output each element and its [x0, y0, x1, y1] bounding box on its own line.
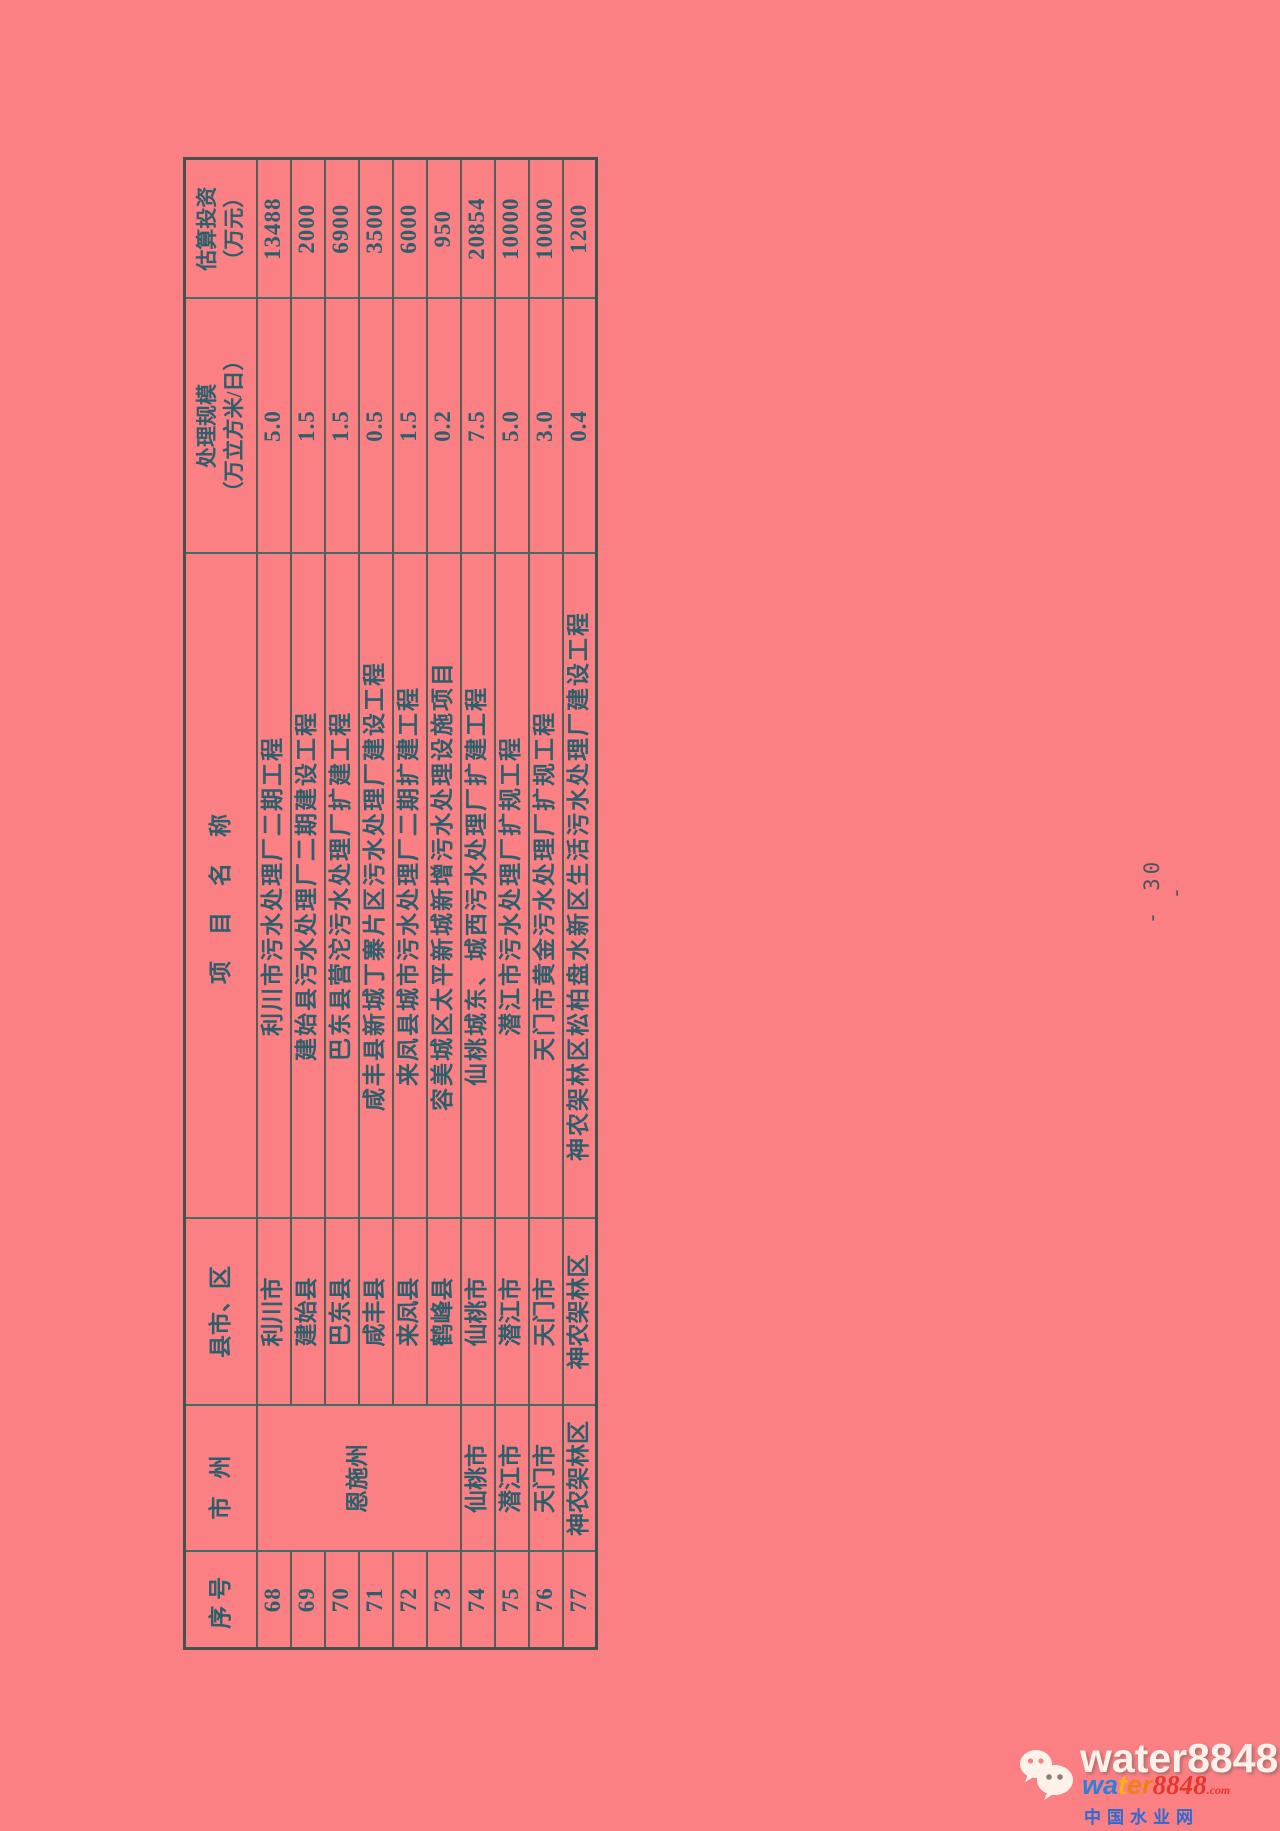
cell-county: 利川市 [256, 1218, 291, 1406]
cell-county: 潜江市 [494, 1218, 529, 1406]
cell-scale: 5.0 [494, 298, 529, 554]
cell-seq: 68 [256, 1551, 291, 1649]
header-invest: 估算投资 （万元） [184, 158, 257, 299]
watermark-logo-segment: 8848 [1152, 1770, 1207, 1800]
header-project: 项目名称 [184, 553, 257, 1219]
watermark-logo: water8848.com [1082, 1772, 1280, 1799]
cell-invest: 10000 [494, 158, 529, 299]
cell-county: 建始县 [290, 1218, 325, 1406]
header-prefecture: 市州 [184, 1405, 257, 1552]
cell-seq: 76 [528, 1551, 563, 1649]
header-invest-line1: 估算投资 [195, 186, 220, 271]
page-number: - 30 - [1140, 857, 1188, 925]
cell-seq: 72 [392, 1551, 427, 1649]
cell-county: 来凤县 [392, 1218, 427, 1406]
rotated-table-container: 序号 市州 县市、区 项目名称 处理规模 （万立方米/日） 估算投资 （万元） … [183, 157, 598, 1650]
cell-scale: 0.2 [426, 298, 461, 554]
watermark-site-name: 中国水业网 [1084, 1808, 1199, 1827]
table-row: 77 神农架林区 神农架林区 神农架林区松柏盘水新区生活污水处理厂建设工程 0.4 120… [562, 158, 597, 1649]
cell-invest: 3500 [358, 158, 393, 299]
cell-prefecture: 潜江市 [494, 1405, 529, 1552]
watermark-wechat-name: water8848 [1080, 1735, 1279, 1781]
cell-county: 天门市 [528, 1218, 563, 1406]
cell-seq: 77 [562, 1551, 597, 1649]
cell-invest: 950 [426, 158, 461, 299]
cell-invest: 6900 [324, 158, 359, 299]
cell-prefecture: 神农架林区 [562, 1405, 597, 1552]
cell-county: 神农架林区 [562, 1218, 597, 1406]
cell-scale: 3.0 [528, 298, 563, 554]
watermark: water8848 water8848.com 中国水业网 [1010, 1735, 1280, 1831]
cell-scale: 1.5 [392, 298, 427, 554]
cell-invest: 10000 [528, 158, 563, 299]
cell-invest: 20854 [460, 158, 495, 299]
header-scale-line2: （万立方米/日） [221, 349, 246, 503]
wechat-icon [1018, 1747, 1076, 1808]
table-row: 75 潜江市 潜江市 潜江市污水处理厂扩规工程 5.0 10000 [494, 158, 529, 1649]
cell-project: 巴东县营沱污水处理厂扩建工程 [324, 553, 359, 1219]
cell-scale: 1.5 [324, 298, 359, 554]
cell-project: 咸丰县新城丁寨片区污水处理厂建设工程 [358, 553, 393, 1219]
cell-invest: 6000 [392, 158, 427, 299]
cell-scale: 0.4 [562, 298, 597, 554]
cell-invest: 1200 [562, 158, 597, 299]
cell-project: 容美城区太平新城新增污水处理设施项目 [426, 553, 461, 1219]
watermark-logo-segment: wa [1082, 1770, 1119, 1800]
cell-prefecture: 仙桃市 [460, 1405, 495, 1552]
cell-scale: 0.5 [358, 298, 393, 554]
cell-project: 仙桃城东、城西污水处理厂扩建工程 [460, 553, 495, 1219]
header-county: 县市、区 [184, 1218, 257, 1406]
cell-seq: 73 [426, 1551, 461, 1649]
cell-project: 建始县污水处理厂二期建设工程 [290, 553, 325, 1219]
cell-seq: 71 [358, 1551, 393, 1649]
project-table: 序号 市州 县市、区 项目名称 处理规模 （万立方米/日） 估算投资 （万元） … [183, 157, 598, 1650]
cell-county: 仙桃市 [460, 1218, 495, 1406]
cell-scale: 1.5 [290, 298, 325, 554]
cell-seq: 74 [460, 1551, 495, 1649]
watermark-logo-segment: .com [1206, 1783, 1231, 1797]
table-row: 68 恩施州 利川市 利川市污水处理厂二期工程 5.0 13488 [256, 158, 461, 1649]
watermark-logo-segment: er [1127, 1770, 1153, 1800]
cell-invest: 2000 [290, 158, 325, 299]
cell-county: 鹤峰县 [426, 1218, 461, 1406]
cell-seq: 69 [290, 1551, 325, 1649]
cell-project: 来凤县城市污水处理厂二期扩建工程 [392, 553, 427, 1219]
header-seq: 序号 [184, 1551, 257, 1649]
cell-invest: 13488 [256, 158, 291, 299]
cell-scale: 5.0 [256, 298, 291, 554]
cell-county: 巴东县 [324, 1218, 359, 1406]
watermark-logo-segment: t [1118, 1770, 1128, 1800]
cell-prefecture: 天门市 [528, 1405, 563, 1552]
table-row: 76 天门市 天门市 天门市黄金污水处理厂扩规工程 3.0 10000 [528, 158, 563, 1649]
cell-project: 天门市黄金污水处理厂扩规工程 [528, 553, 563, 1219]
cell-scale: 7.5 [460, 298, 495, 554]
cell-county: 咸丰县 [358, 1218, 393, 1406]
cell-seq: 70 [324, 1551, 359, 1649]
cell-project: 神农架林区松柏盘水新区生活污水处理厂建设工程 [562, 553, 597, 1219]
table-row: 74 仙桃市 仙桃市 仙桃城东、城西污水处理厂扩建工程 7.5 20854 [460, 158, 495, 1649]
cell-project: 利川市污水处理厂二期工程 [256, 553, 291, 1219]
header-invest-line2: （万元） [221, 186, 246, 271]
header-scale: 处理规模 （万立方米/日） [184, 298, 257, 554]
header-row: 序号 市州 县市、区 项目名称 处理规模 （万立方米/日） 估算投资 （万元） [184, 158, 257, 1649]
header-scale-line1: 处理规模 [195, 384, 220, 468]
cell-project: 潜江市污水处理厂扩规工程 [494, 553, 529, 1219]
cell-seq: 75 [494, 1551, 529, 1649]
cell-prefecture: 恩施州 [256, 1405, 461, 1552]
